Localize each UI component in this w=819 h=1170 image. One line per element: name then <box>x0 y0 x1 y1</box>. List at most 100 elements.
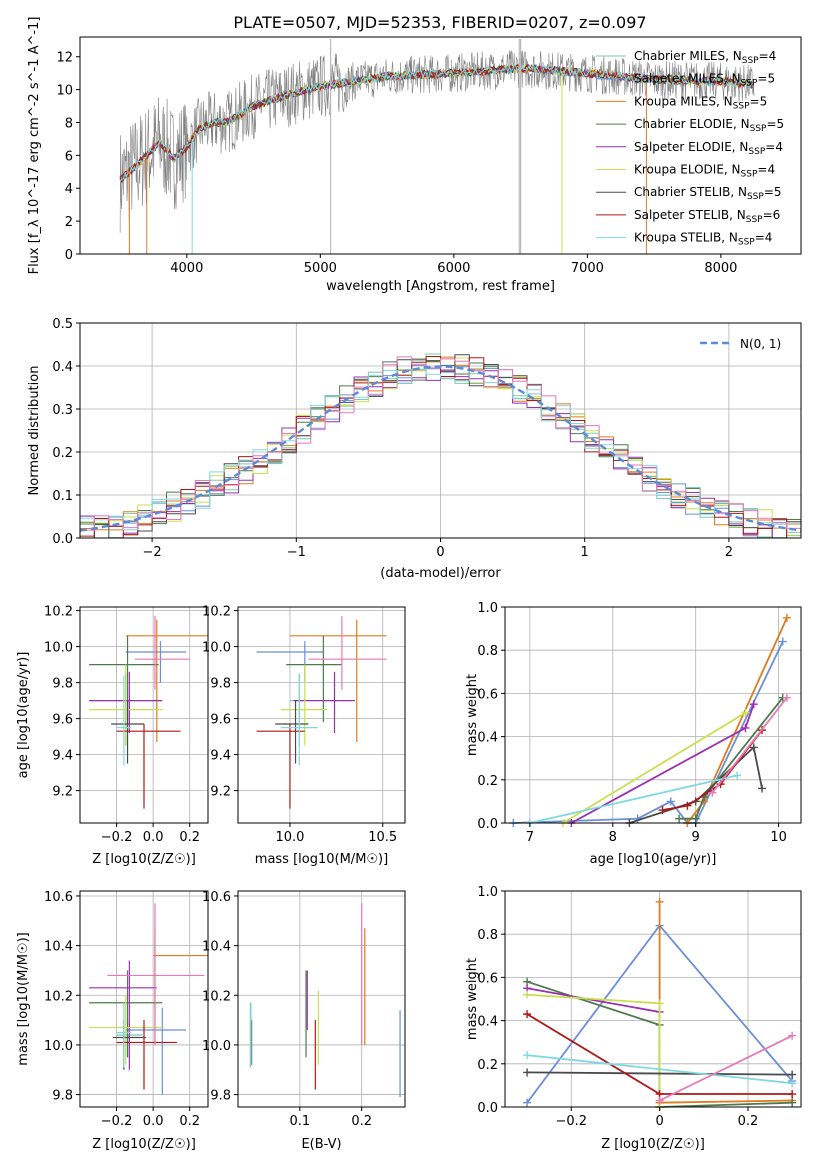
axes-frame <box>237 606 406 824</box>
x-axis-label: Z [log10(Z/Z☉)] <box>601 1137 705 1152</box>
mass-weight-point <box>683 801 692 810</box>
y-tick-label: 0.8 <box>477 644 498 659</box>
mass-weight-line <box>711 697 788 794</box>
mass-weight-point <box>788 1098 797 1107</box>
mass-weight-point <box>666 797 675 806</box>
y-tick-label: 9.2 <box>210 785 231 800</box>
y-tick-label: 10.2 <box>44 989 73 1004</box>
mass-weight-line <box>526 987 660 1013</box>
y-tick-label: 9.6 <box>52 713 73 728</box>
mass-weight-point <box>655 1096 664 1105</box>
x-tick-label: 0.2 <box>179 1114 200 1129</box>
mass-weight-point <box>523 1068 532 1077</box>
massweight-panel-7: −0.2 0 0.2 0.0 0.2 0.4 0.6 0.8 1.0 Z [log10(Z/Z☉)… <box>465 885 802 1152</box>
legend-label: Chabrier STELIB, NSSP=5 <box>634 185 782 202</box>
y-tick-label: 0.2 <box>477 1058 498 1073</box>
y-tick-label: 8 <box>65 116 73 131</box>
mass-weight-point <box>741 723 750 732</box>
legend-label: Kroupa ELODIE, NSSP=4 <box>634 163 775 180</box>
mass-weight-line <box>527 993 661 1107</box>
spectrum-legend: Chabrier MILES, NSSP=4 Salpeter MILES, NS… <box>596 49 784 248</box>
x-tick-label: 0 <box>655 1114 663 1129</box>
mass-weight-point <box>782 613 791 622</box>
y-axis-label: Flux [f_λ 10^-17 erg cm^-2 s^-1 A^-1] <box>27 17 42 275</box>
y-tick-label: 1.0 <box>477 601 498 616</box>
y-tick-label: 9.4 <box>210 749 231 764</box>
y-tick-label: 10.2 <box>202 989 231 1004</box>
x-tick-label: 8 <box>609 830 617 845</box>
x-tick-label: 10.5 <box>368 830 397 845</box>
mass-weight-point <box>523 990 532 999</box>
y-tick-label: 10.0 <box>202 1039 231 1054</box>
mass-weight-point <box>655 897 664 906</box>
mass-weight-line <box>527 1071 793 1076</box>
mass-weight-point <box>523 1098 532 1107</box>
y-tick-label: 0.5 <box>52 317 73 332</box>
mass-weight-point <box>658 806 667 815</box>
figure-title: PLATE=0507, MJD=52353, FIBERID=0207, z=0… <box>233 13 646 32</box>
y-tick-label: 9.8 <box>210 1089 231 1104</box>
mass-weight-point <box>749 700 758 709</box>
mass-weight-point <box>708 788 717 797</box>
mass-weight-point <box>741 708 750 717</box>
errorbar-panel-6: 0.1 0.2 9.8 10.0 10.2 10.4 10.6 E(B-V) <box>202 890 406 1152</box>
y-tick-label: 0.3 <box>52 403 73 418</box>
y-tick-label: 9.8 <box>52 677 73 692</box>
x-axis-label: E(B-V) <box>301 1137 341 1152</box>
axes-frame <box>79 890 209 1108</box>
y-tick-label: 4 <box>65 182 73 197</box>
mass-weight-point <box>523 1051 532 1060</box>
residual-panel: −2 −1 0 1 2 0.0 0.1 0.2 0.3 0.4 0.5 (data-model)/er… <box>27 317 802 581</box>
x-tick-label: 8000 <box>704 261 737 276</box>
y-tick-label: 0.6 <box>477 687 498 702</box>
y-tick-label: 0.0 <box>477 1101 498 1116</box>
x-tick-label: 0.2 <box>179 830 200 845</box>
y-tick-label: 10.0 <box>202 641 231 656</box>
y-tick-label: 12 <box>56 51 73 66</box>
y-axis-label: mass weight <box>465 958 480 1040</box>
axes-frame <box>237 890 406 1108</box>
y-tick-label: 0.0 <box>477 817 498 832</box>
legend-label: N(0, 1) <box>740 337 781 351</box>
legend-label: Chabrier MILES, NSSP=4 <box>634 49 776 66</box>
mass-weight-point <box>782 693 791 702</box>
mass-weight-point <box>778 637 787 646</box>
mass-weight-line <box>679 697 784 820</box>
x-tick-label: 0.2 <box>351 1114 372 1129</box>
axes-frame <box>504 890 802 1108</box>
x-axis-label: Z [log10(Z/Z☉)] <box>92 852 196 867</box>
x-tick-label: 0.2 <box>738 1114 759 1129</box>
x-tick-label: −1 <box>287 545 306 560</box>
x-axis-label: wavelength [Angstrom, rest frame] <box>326 279 555 294</box>
y-tick-label: 10.2 <box>44 605 73 620</box>
y-tick-label: 9.8 <box>210 677 231 692</box>
errorbar-panel-5: −0.2 0.0 0.2 9.8 10.0 10.2 10.4 10.6 Z [log10(Z/… <box>16 890 209 1152</box>
mass-weight-point <box>523 1010 532 1019</box>
y-tick-label: 0 <box>65 248 73 263</box>
mass-weight-point <box>749 743 758 752</box>
model-spectrum <box>119 63 754 182</box>
y-tick-label: 6 <box>65 149 73 164</box>
axes-frame <box>504 606 802 824</box>
y-tick-label: 0.4 <box>477 1015 498 1030</box>
mass-weight-point <box>691 814 700 823</box>
x-tick-label: 0.0 <box>143 830 164 845</box>
mass-weight-point <box>675 814 684 823</box>
axes-frame <box>79 606 209 824</box>
spectrum-panel: 4000 5000 6000 7000 8000 0 2 4 6 8 10 12 wavelength … <box>27 17 802 294</box>
x-tick-label: −2 <box>143 545 162 560</box>
y-tick-label: 0.6 <box>477 971 498 986</box>
residual-histogram <box>80 368 801 531</box>
errorbar-panel-2: −0.2 0.0 0.2 9.2 9.4 9.6 9.8 10.0 10.2 Z [log10(Z… <box>16 605 209 867</box>
y-tick-label: 9.6 <box>210 713 231 728</box>
x-tick-label: 5000 <box>304 261 337 276</box>
y-tick-label: 2 <box>65 215 73 230</box>
legend-label: Salpeter ELODIE, NSSP=4 <box>634 140 783 157</box>
x-tick-label: 7 <box>526 830 534 845</box>
mass-weight-point <box>788 1070 797 1079</box>
x-tick-label: −0.2 <box>101 1114 133 1129</box>
y-tick-label: 10.2 <box>202 605 231 620</box>
mass-weight-line <box>659 1034 793 1102</box>
x-tick-label: 9 <box>692 830 700 845</box>
y-tick-label: 0.0 <box>52 532 73 547</box>
